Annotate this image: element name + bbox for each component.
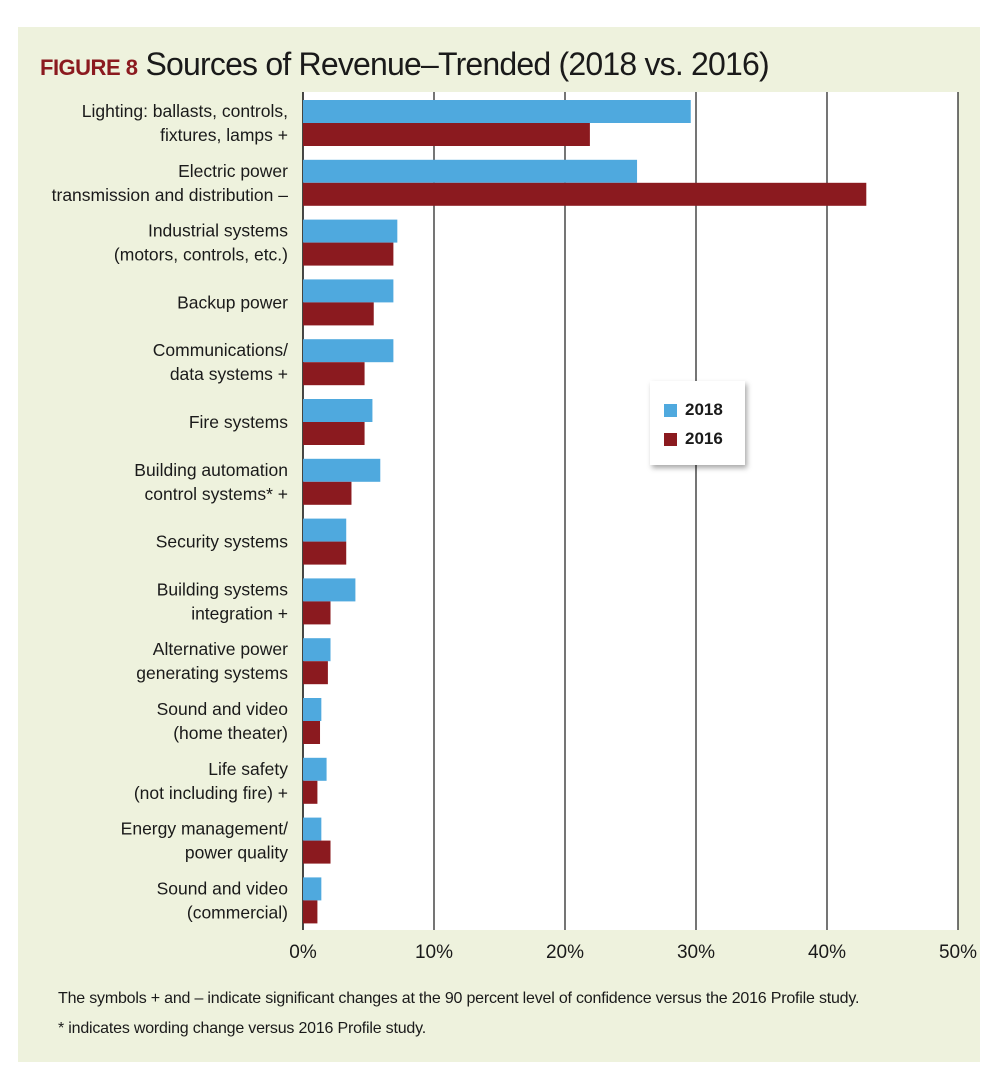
bar-2016 <box>303 661 328 685</box>
x-tick-label: 40% <box>808 942 846 963</box>
x-tick-label: 20% <box>546 942 584 963</box>
category-label: Communications/ <box>153 340 288 360</box>
bar-2016 <box>303 302 374 326</box>
bar-2018 <box>303 279 394 303</box>
category-label: data systems + <box>170 364 288 384</box>
bar-2018 <box>303 458 381 482</box>
category-label: (home theater) <box>173 723 288 743</box>
bar-2016 <box>303 780 318 804</box>
legend-swatch-2018 <box>664 403 677 417</box>
bar-2016 <box>303 362 365 386</box>
bar-2018 <box>303 399 373 422</box>
bar-2018 <box>303 219 398 243</box>
category-label: Sound and video <box>157 699 288 719</box>
bar-2018 <box>303 339 394 363</box>
bar-2016 <box>303 481 352 505</box>
category-label: (motors, controls, etc.) <box>114 245 288 265</box>
bar-2018 <box>303 698 322 721</box>
legend-label-2016: 2016 <box>685 429 723 448</box>
category-label: Building automation <box>134 460 288 480</box>
bar-2016 <box>303 721 321 744</box>
category-label: control systems* + <box>145 484 288 504</box>
category-label: (commercial) <box>187 902 288 922</box>
category-label: Sound and video <box>157 878 288 898</box>
chart-legend: 2018 2016 <box>650 381 745 465</box>
bar-2016 <box>303 422 365 445</box>
category-label: Backup power <box>177 292 288 312</box>
figure-label: FIGURE 8 <box>40 55 138 80</box>
footnote-wording: * indicates wording change versus 2016 P… <box>58 1020 426 1037</box>
bar-2018 <box>303 100 691 123</box>
bar-2018 <box>303 757 327 781</box>
category-label: Fire systems <box>189 412 288 432</box>
legend-item-2018: 2018 <box>664 400 723 420</box>
bar-2016 <box>303 601 331 625</box>
category-label: fixtures, lamps + <box>160 125 288 145</box>
legend-item-2016: 2016 <box>664 429 723 449</box>
category-label: Building systems <box>157 579 289 599</box>
bar-2016 <box>303 123 590 146</box>
bar-2016 <box>303 182 867 206</box>
chart-title: Sources of Revenue–Trended (2018 vs. 201… <box>145 46 769 82</box>
category-label: generating systems <box>136 663 288 683</box>
bar-2016 <box>303 242 394 266</box>
category-label: Life safety <box>208 759 288 779</box>
bar-2016 <box>303 900 318 924</box>
category-label: Energy management/ <box>121 819 288 839</box>
bar-2016 <box>303 541 347 565</box>
bar-2018 <box>303 638 331 662</box>
category-label: Lighting: ballasts, controls, <box>82 101 288 121</box>
category-label: Industrial systems <box>148 221 288 241</box>
x-tick-label: 10% <box>415 942 453 963</box>
category-label: power quality <box>185 843 288 863</box>
category-label: (not including fire) + <box>134 783 288 803</box>
category-label: Alternative power <box>153 639 288 659</box>
category-label: transmission and distribution – <box>52 185 289 205</box>
category-label: Security systems <box>156 532 288 552</box>
bar-2018 <box>303 817 322 841</box>
x-tick-label: 30% <box>677 942 715 963</box>
figure-header: FIGURE 8 Sources of Revenue–Trended (201… <box>40 46 770 86</box>
x-tick-label: 50% <box>939 942 977 963</box>
bar-2018 <box>303 159 638 183</box>
legend-swatch-2016 <box>664 432 677 446</box>
bar-2018 <box>303 578 356 602</box>
plot-area <box>303 92 958 930</box>
footnote-significance: The symbols + and – indicate significant… <box>58 990 860 1007</box>
category-label: integration + <box>191 603 288 623</box>
x-tick-label: 0% <box>289 942 317 963</box>
category-label: Electric power <box>178 161 288 181</box>
bar-2016 <box>303 840 331 864</box>
legend-label-2018: 2018 <box>685 400 723 419</box>
bar-2018 <box>303 518 347 542</box>
bar-2018 <box>303 877 322 901</box>
